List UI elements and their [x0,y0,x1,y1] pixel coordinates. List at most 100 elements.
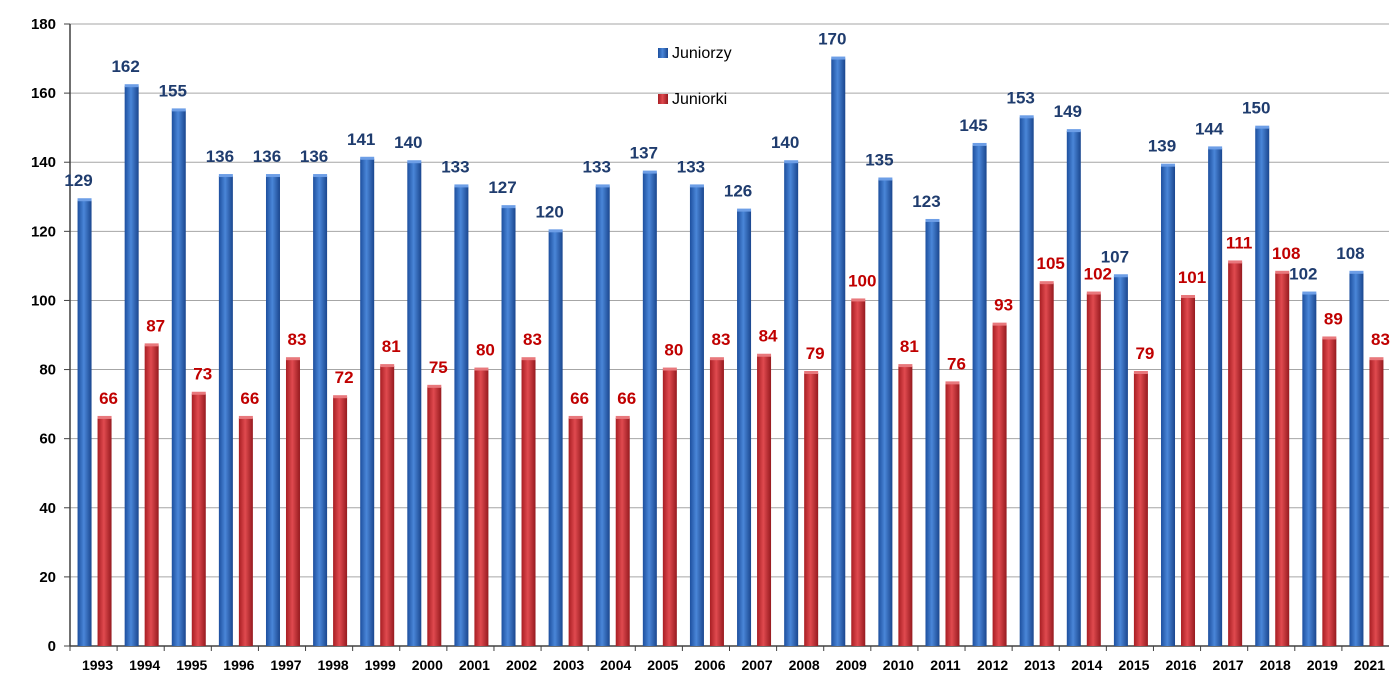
bar-cap [1019,115,1034,119]
legend: Juniorzy Juniorki [658,45,732,108]
x-tick-label: 2016 [1165,657,1196,673]
bar-cap [1369,357,1384,361]
legend-swatch-juniorzy [658,48,668,58]
bar-juniorki [380,366,395,646]
bar-juniorzy [1066,131,1081,647]
x-tick-label: 1997 [270,657,301,673]
legend-label-juniorzy: Juniorzy [672,45,732,62]
x-tick-label: 2004 [600,657,631,673]
bar-juniorki [97,417,112,646]
data-label-juniorzy: 145 [959,116,987,135]
bar-juniorzy [77,200,92,646]
bar-cap [238,415,253,419]
bar-juniorzy [124,86,139,646]
data-label-juniorzy: 107 [1101,247,1129,266]
x-tick-label: 2015 [1118,657,1149,673]
bar-juniorzy [1161,165,1176,646]
bar-cap [568,415,583,419]
data-label-juniorki: 66 [617,389,636,408]
bar-juniorzy [407,162,422,646]
bar-juniorzy [972,144,987,646]
data-label-juniorki: 66 [570,389,589,408]
bar-cap [615,415,630,419]
bar-juniorzy [737,210,752,646]
bar-cap [972,142,987,146]
legend-swatch-juniorki [658,94,668,104]
bar-cap [898,364,913,368]
bar-juniorki [144,345,159,646]
data-label-juniorki: 84 [759,327,778,346]
x-tick-label: 2009 [836,657,867,673]
bar-juniorzy [925,220,940,646]
data-label-juniorzy: 108 [1336,244,1364,263]
bar-cap [1161,163,1176,167]
data-label-juniorki: 101 [1178,268,1206,287]
bar-cap [501,205,516,209]
data-label-juniorki: 81 [382,337,401,356]
bar-juniorzy [642,172,657,647]
bar-juniorki [1133,373,1148,646]
bar-juniorzy [1302,293,1317,646]
bar-juniorki [804,373,819,646]
bar-cap [427,384,442,388]
bar-cap [191,391,206,395]
data-label-juniorzy: 140 [771,133,799,152]
bar-cap [1113,274,1128,278]
bar-cap [548,229,563,233]
bar-juniorki [1228,262,1243,646]
bar-cap [1255,125,1270,129]
data-label-juniorzy: 120 [535,202,563,221]
bar-cap [265,174,280,178]
bar-cap [1039,281,1054,285]
bar-cap [709,357,724,361]
data-label-juniorki: 111 [1226,233,1253,252]
bar-juniorki [851,300,866,646]
data-label-juniorki: 93 [994,296,1013,315]
data-label-juniorzy: 155 [159,81,187,100]
bar-juniorki [1086,293,1101,646]
y-tick-label: 40 [39,500,56,517]
bar-juniorzy [360,158,375,646]
x-tick-label: 2011 [930,657,961,673]
data-label-juniorki: 73 [193,365,212,384]
bar-cap [285,357,300,361]
bar-juniorzy [878,179,893,646]
x-tick-label: 2003 [553,657,584,673]
bar-cap [97,415,112,419]
bar-cap [1208,146,1223,150]
bar-cap [737,208,752,212]
data-label-juniorki: 66 [99,389,118,408]
x-tick-label: 1993 [82,657,113,673]
data-label-juniorki: 79 [1135,344,1154,363]
bar-juniorki [427,386,442,646]
bar-juniorki [238,417,253,646]
y-tick-label: 20 [39,569,56,586]
data-label-juniorzy: 135 [865,151,893,170]
data-label-juniorzy: 153 [1007,88,1035,107]
x-tick-label: 1996 [223,657,254,673]
data-label-juniorzy: 123 [912,192,940,211]
data-label-juniorki: 76 [947,354,966,373]
bar-cap [1228,260,1243,264]
x-tick-label: 2008 [789,657,820,673]
bar-cap [662,367,677,371]
bar-cap [1275,270,1290,274]
data-label-juniorzy: 162 [111,57,139,76]
legend-label-juniorki: Juniorki [672,91,727,108]
bar-cap [333,395,348,399]
data-label-juniorki: 102 [1084,265,1112,284]
bar-juniorzy [1019,117,1034,647]
data-label-juniorki: 108 [1272,244,1300,263]
bar-cap [784,160,799,164]
bar-cap [360,156,375,160]
x-tick-label: 1998 [318,657,349,673]
bar-juniorzy [1113,276,1128,646]
x-tick-label: 2017 [1213,657,1244,673]
data-label-juniorzy: 133 [677,157,705,176]
bar-cap [1066,129,1081,133]
bar-juniorki [1275,272,1290,646]
data-label-juniorki: 75 [429,358,448,377]
data-label-juniorzy: 136 [253,147,281,166]
x-tick-label: 2010 [883,657,914,673]
bar-juniorki [333,397,348,646]
